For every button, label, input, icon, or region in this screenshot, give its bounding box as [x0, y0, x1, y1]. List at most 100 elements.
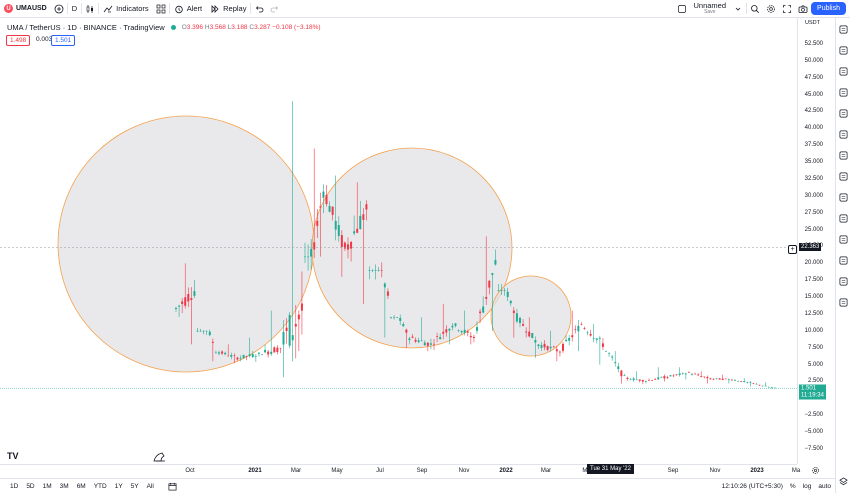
calendar-icon[interactable] [838, 171, 849, 182]
news-icon[interactable] [838, 66, 849, 77]
candle-body [724, 378, 727, 380]
candle-body [543, 343, 546, 348]
settings-gear-icon[interactable] [763, 1, 779, 17]
signals-icon[interactable] [838, 255, 849, 266]
candle-body [522, 324, 525, 326]
candle-body [328, 205, 331, 212]
time-tick-label: Mar [540, 468, 552, 474]
candle-body [598, 338, 601, 339]
alert-button[interactable]: Alert [170, 0, 206, 18]
interval-button[interactable]: D [71, 4, 78, 13]
indicators-button[interactable]: fx Indicators [99, 0, 153, 18]
price-tick-label: 47.500 [804, 74, 823, 81]
range-button-6m[interactable]: 6M [76, 482, 86, 490]
currency-label[interactable]: USDT [805, 20, 820, 26]
candles-chart-type-icon[interactable] [82, 1, 98, 17]
candle-body [565, 339, 568, 341]
candle-body [414, 339, 417, 342]
search-icon[interactable] [747, 1, 763, 17]
order-panel-icon[interactable] [838, 276, 849, 287]
streams-icon[interactable] [838, 150, 849, 161]
price-tick-label: 25.000 [804, 226, 823, 233]
hotlists-icon[interactable] [838, 108, 849, 119]
price-tick-label: 10.000 [804, 327, 823, 334]
range-button-1m[interactable]: 1M [42, 482, 52, 490]
undo-icon[interactable] [251, 1, 267, 17]
tradingview-logo[interactable]: TV [7, 451, 19, 461]
candle-body [611, 356, 614, 358]
range-button-5y[interactable]: 5Y [130, 482, 139, 490]
candle-body [343, 242, 346, 249]
candle-body [712, 378, 715, 380]
candle-body [669, 375, 672, 377]
legend-close-value: 3.287 [254, 24, 271, 31]
percent-toggle[interactable]: % [789, 483, 796, 490]
legend-title[interactable]: UMA / TetherUS · 1D · BINANCE · TradingV… [7, 23, 165, 32]
chart-pane[interactable] [0, 18, 797, 464]
range-button-1d[interactable]: 1D [10, 482, 19, 490]
time-axis-settings-icon[interactable] [811, 466, 820, 475]
layout-name-button[interactable]: Unnamed Save [690, 1, 731, 16]
candle-body [740, 381, 743, 382]
candle-body [405, 329, 408, 333]
candle-body [512, 310, 515, 314]
candle-body [703, 376, 706, 378]
layout-checkbox-icon[interactable] [674, 1, 690, 17]
timezone-clock[interactable]: 12:10:26 (UTC+5:30) [721, 483, 783, 490]
dom-icon[interactable] [838, 297, 849, 308]
publish-button[interactable]: Publish [811, 2, 846, 15]
candle-body [666, 376, 669, 378]
candle-body [595, 338, 598, 340]
log-toggle[interactable]: log [802, 483, 812, 490]
chevron-down-icon[interactable] [730, 1, 746, 17]
sell-price-button[interactable]: 1.498 [6, 35, 31, 46]
candle-body [552, 346, 555, 348]
data-window-icon[interactable] [838, 87, 849, 98]
add-symbol-icon[interactable] [51, 1, 67, 17]
ideas-icon[interactable] [838, 129, 849, 140]
svg-text:fx: fx [108, 9, 111, 14]
candle-body [285, 327, 288, 331]
auto-scale-toggle[interactable]: auto [818, 483, 831, 490]
candle-body [402, 324, 405, 327]
candle-body [629, 379, 632, 381]
candle-body [353, 231, 356, 234]
buy-price-button[interactable]: 1.501 [51, 35, 76, 46]
fullscreen-icon[interactable] [779, 1, 795, 17]
candle-body [417, 340, 420, 343]
add-alert-plus-icon[interactable]: + [788, 245, 797, 254]
range-button-all[interactable]: All [146, 482, 154, 490]
candle-body [580, 324, 583, 325]
legend-low-key: L [227, 24, 232, 31]
candle-body [362, 214, 365, 220]
layers-icon[interactable] [838, 476, 849, 487]
camera-icon[interactable] [795, 1, 811, 17]
symbol-search-button[interactable]: U UMAUSD [0, 0, 51, 18]
toolbar-divider [81, 3, 83, 14]
layouts-grid-icon[interactable] [153, 1, 169, 17]
candle-body [663, 376, 666, 379]
candle-body [340, 235, 343, 247]
pulse-icon[interactable] [838, 234, 849, 245]
alarm-clock-icon [174, 5, 183, 13]
redo-icon[interactable] [267, 1, 283, 17]
range-button-5d[interactable]: 5D [26, 482, 35, 490]
candle-body [540, 344, 543, 348]
range-button-ytd[interactable]: YTD [93, 482, 107, 490]
range-button-1y[interactable]: 1Y [114, 482, 123, 490]
time-tick-label: Nov [458, 468, 470, 474]
replay-button[interactable]: Replay [206, 0, 250, 18]
price-axis[interactable]: USDT −7.500−5.000−2.5000.0002.5005.0007.… [797, 18, 835, 464]
candle-body [322, 191, 325, 198]
notifications-icon[interactable] [838, 213, 849, 224]
chats-icon[interactable] [838, 192, 849, 203]
calendar-goto-icon[interactable] [168, 482, 177, 491]
watchlist-icon[interactable] [838, 24, 849, 35]
candle-body [531, 332, 534, 339]
time-tick-label: Sep [416, 468, 428, 474]
range-button-3m[interactable]: 3M [59, 482, 69, 490]
alerts-list-icon[interactable] [838, 45, 849, 56]
candle-body [509, 300, 512, 304]
candle-body [202, 330, 205, 332]
time-axis[interactable]: Oct2021MarMayJulSepNov2022MarMayJulSepNo… [0, 464, 800, 478]
